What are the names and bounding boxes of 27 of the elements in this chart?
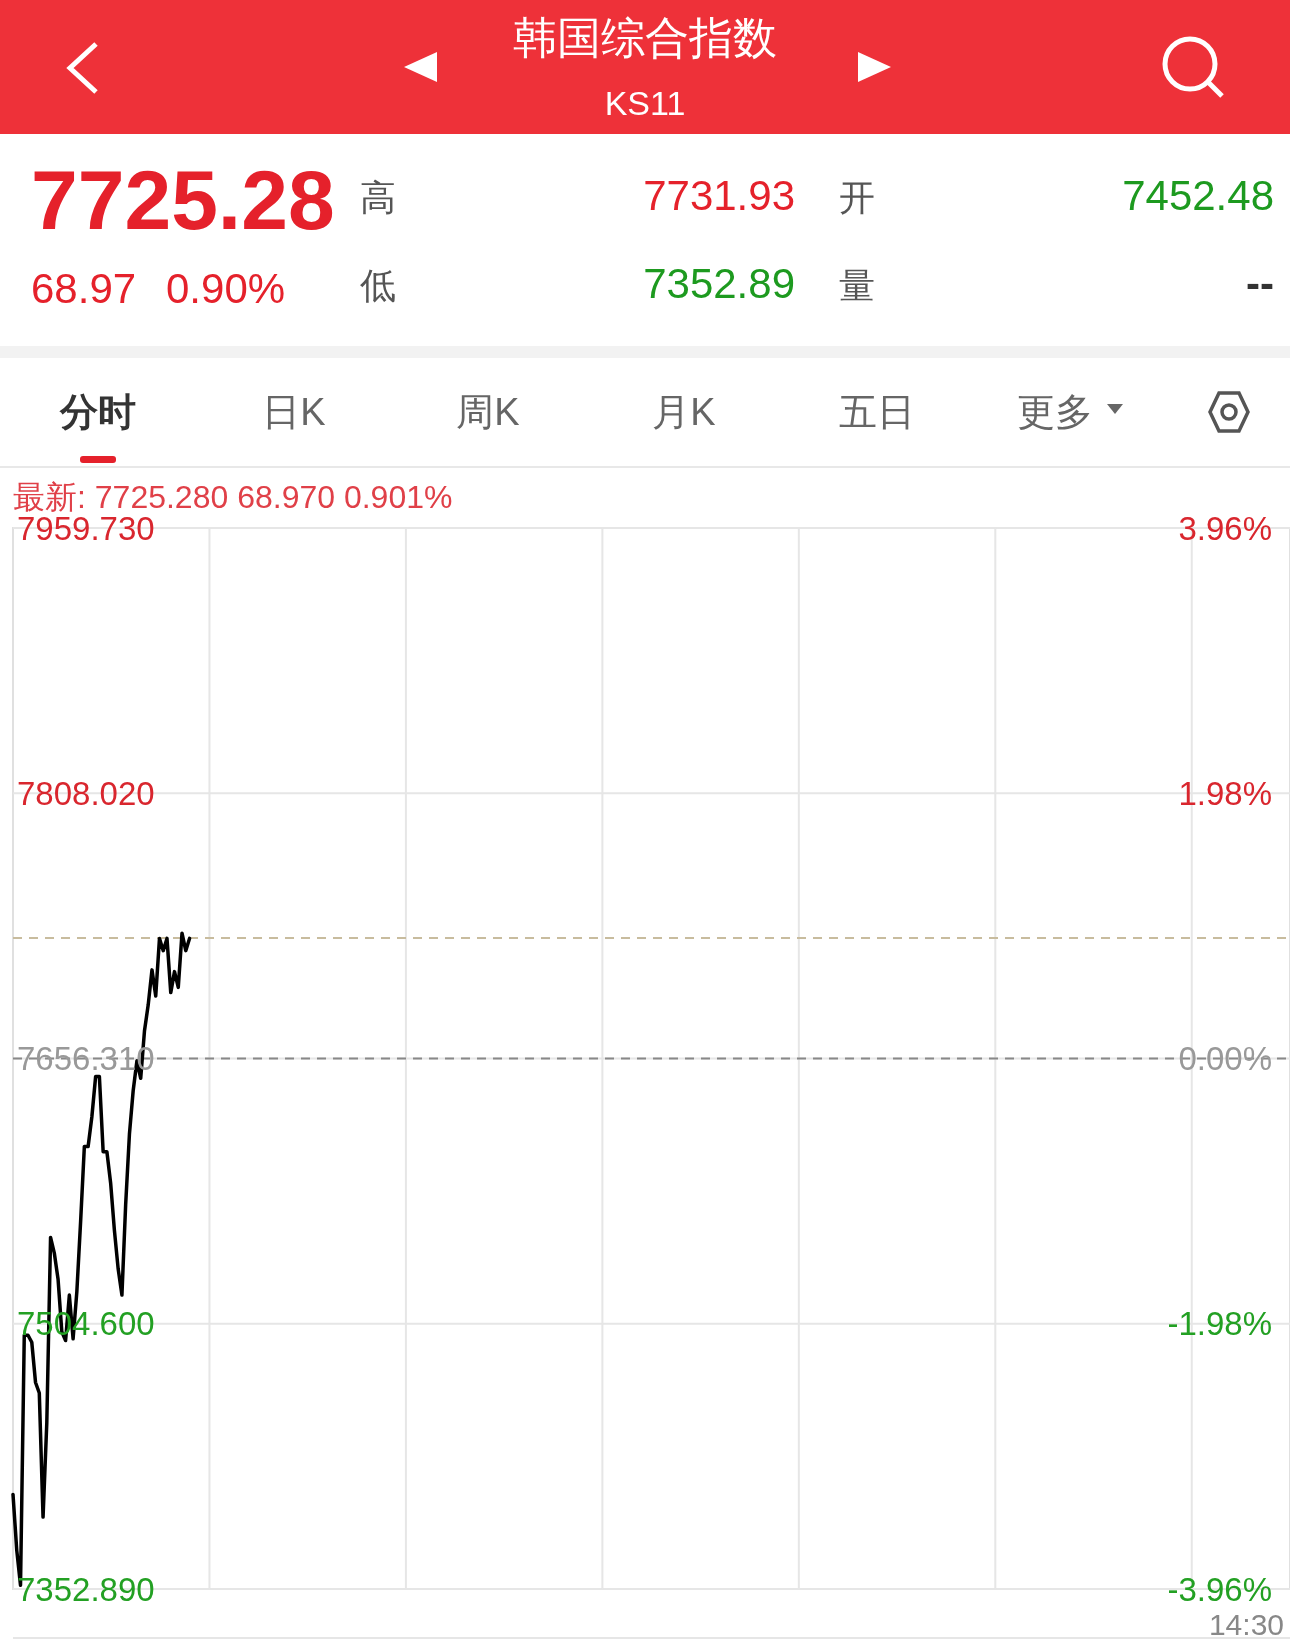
- text: 量: [839, 264, 875, 306]
- text: 68.97: [31, 264, 137, 312]
- text: 分时: [59, 391, 136, 433]
- text: 14:30: [1208, 1607, 1284, 1641]
- chart-title: 韩国综合指数: [513, 12, 777, 62]
- text: 周K: [456, 391, 520, 433]
- chart-subtitle: KS11: [604, 84, 686, 122]
- text: 低: [360, 264, 396, 306]
- y-tick-label: 7808.020: [17, 774, 155, 812]
- y2-tick-label: -1.98%: [1167, 1305, 1272, 1343]
- text: 开: [839, 176, 875, 218]
- text: 0.90%: [166, 264, 286, 312]
- text: 7352.89: [643, 259, 795, 307]
- text: 月K: [652, 391, 716, 433]
- y2-tick-label: 3.96%: [1178, 509, 1272, 547]
- text: 7731.93: [643, 171, 795, 219]
- text: 五日: [839, 391, 915, 433]
- text: --: [1246, 259, 1274, 307]
- y-tick-label: 7352.890: [17, 1570, 155, 1608]
- y2-tick-label: 0.00%: [1178, 1040, 1272, 1077]
- text: 7452.48: [1122, 171, 1274, 219]
- text: 7725.28: [31, 153, 335, 247]
- text: 更多: [1017, 391, 1093, 433]
- text: 日K: [262, 391, 326, 433]
- y2-tick-label: 1.98%: [1178, 774, 1272, 812]
- text: 高: [360, 176, 396, 218]
- y2-tick-label: -3.96%: [1167, 1570, 1272, 1608]
